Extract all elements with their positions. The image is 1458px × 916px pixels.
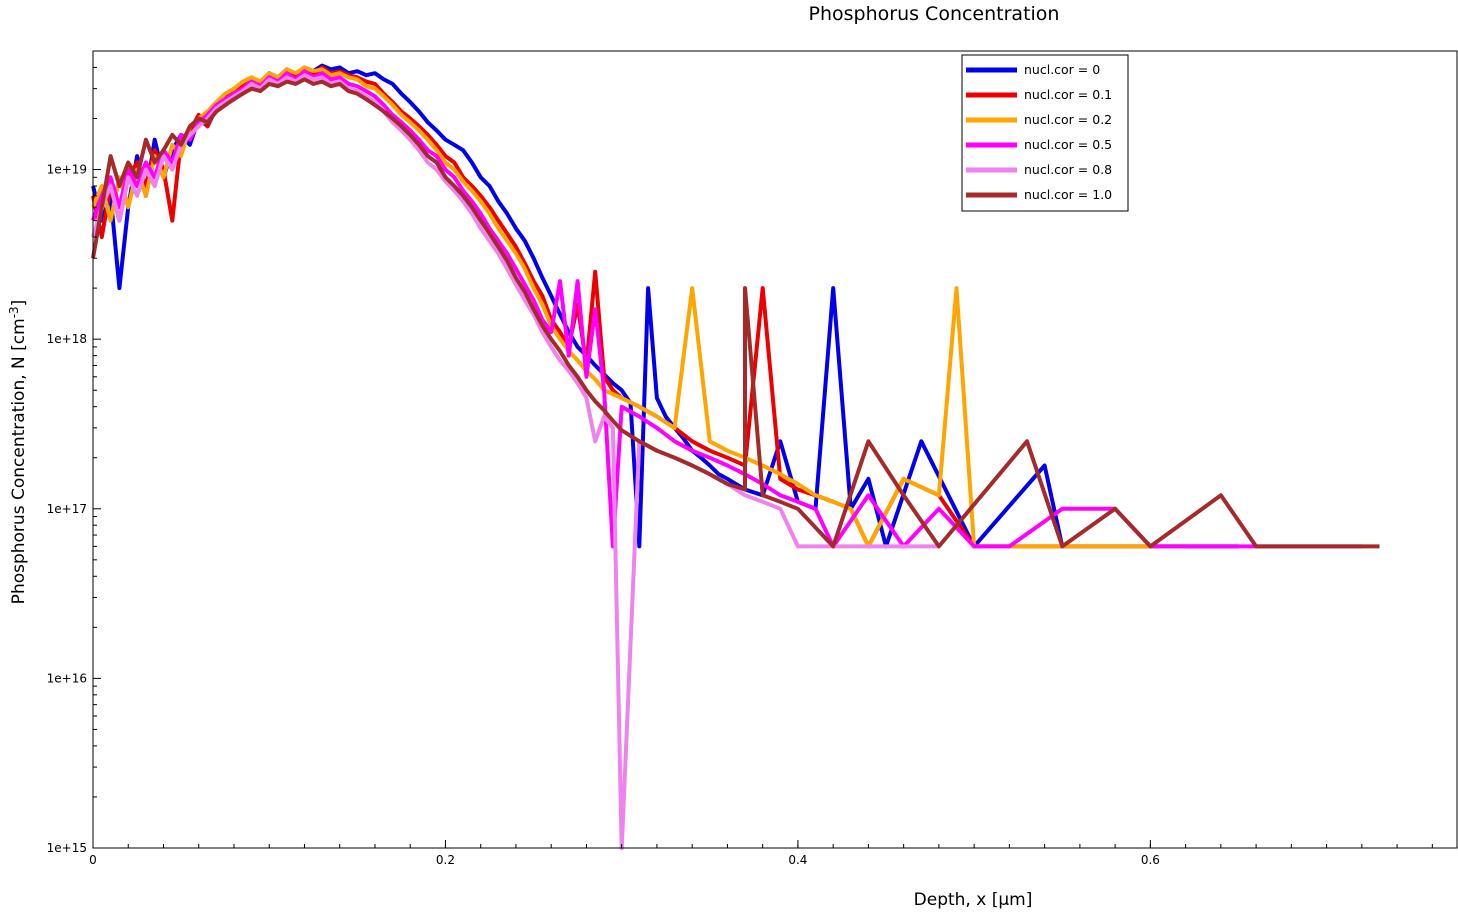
series-line-2 [91, 65, 1186, 549]
y-axis-label-end: ] [9, 300, 29, 307]
y-tick-label: 1e+16 [47, 671, 87, 685]
series-line-3 [91, 69, 1362, 549]
x-tick-label: 0.6 [1141, 853, 1160, 867]
series-line-4 [91, 73, 939, 850]
y-tick-label: 1e+18 [47, 332, 87, 346]
y-axis-label-main: Phosphorus Concentration, N [cm [9, 318, 29, 604]
legend-label-2: nucl.cor = 0.2 [1024, 112, 1112, 127]
x-tick-label: 0.2 [436, 853, 455, 867]
series-line-1 [91, 65, 1063, 549]
x-axis-ticks: 0 0.2 0.4 0.6 [89, 840, 1433, 867]
series-layer [91, 63, 1380, 850]
x-tick-label: 0.4 [788, 853, 807, 867]
y-axis-label-sup: -3 [7, 306, 21, 318]
legend-label-4: nucl.cor = 0.8 [1024, 162, 1112, 177]
x-tick-label: 0 [89, 853, 97, 867]
y-tick-label: 1e+15 [47, 841, 87, 855]
chart-title: Phosphorus Concentration [809, 3, 1060, 25]
legend-label-1: nucl.cor = 0.1 [1024, 87, 1112, 102]
series-line-5 [91, 77, 1380, 549]
legend-label-3: nucl.cor = 0.5 [1024, 137, 1112, 152]
legend-label-5: nucl.cor = 1.0 [1024, 187, 1112, 202]
y-tick-label: 1e+17 [47, 502, 87, 516]
x-axis-label: Depth, x [μm] [914, 890, 1033, 910]
legend: nucl.cor = 0 nucl.cor = 0.1 nucl.cor = 0.2… [961, 54, 1129, 212]
y-axis-label: Phosphorus Concentration, N [cm-3] [7, 300, 29, 605]
plot-frame [92, 50, 1458, 849]
y-tick-label: 1e+19 [47, 163, 87, 177]
legend-box [961, 54, 1129, 212]
legend-label-0: nucl.cor = 0 [1024, 62, 1100, 77]
y-axis-ticks: 1e+15 1e+16 1e+17 1e+18 1e+19 [47, 50, 101, 855]
